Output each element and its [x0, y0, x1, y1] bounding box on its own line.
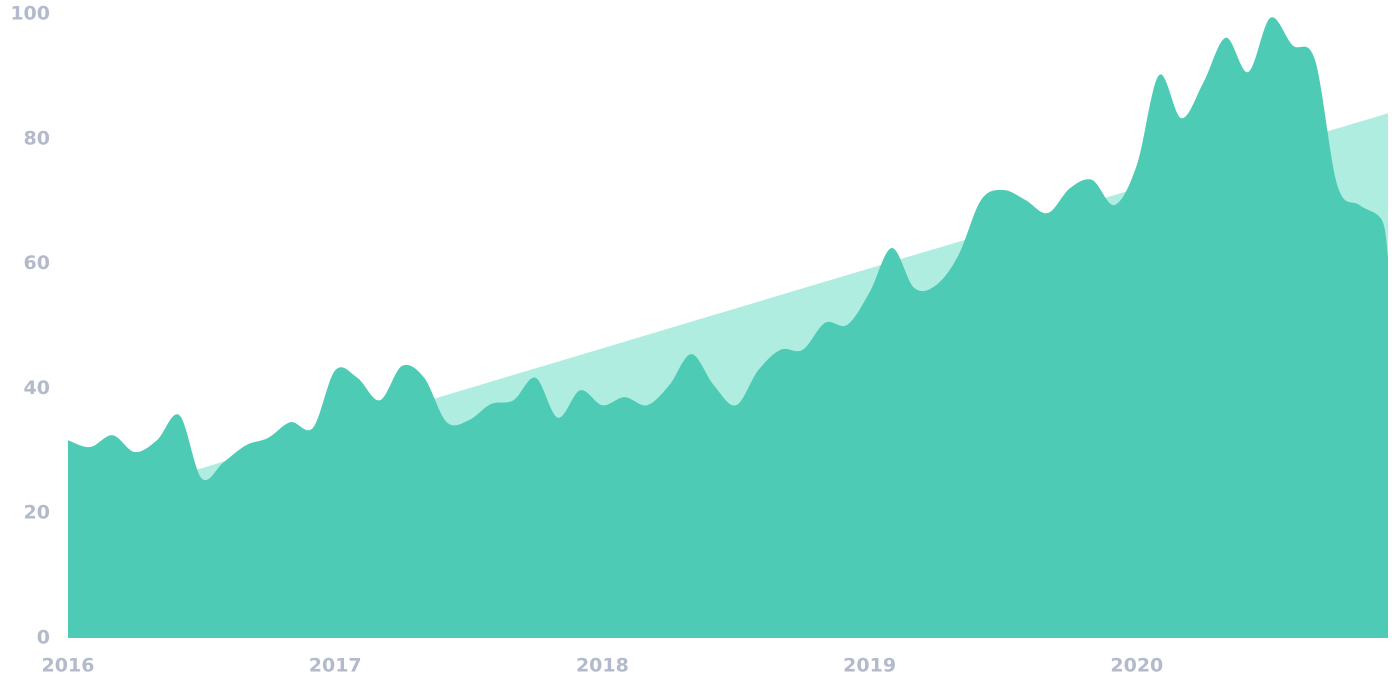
y-tick-label: 80 [24, 127, 50, 149]
x-tick-label: 2019 [843, 655, 896, 677]
area [68, 17, 1388, 639]
y-tick-label: 60 [24, 252, 50, 274]
x-tick-label: 2016 [42, 655, 95, 677]
x-tick-label: 2018 [576, 655, 629, 677]
y-tick-label: 0 [37, 627, 50, 649]
y-tick-label: 100 [10, 3, 50, 25]
x-tick-label: 2020 [1110, 655, 1163, 677]
y-tick-label: 40 [24, 377, 50, 399]
x-tick-label: 2017 [309, 655, 362, 677]
y-tick-label: 20 [24, 502, 50, 524]
